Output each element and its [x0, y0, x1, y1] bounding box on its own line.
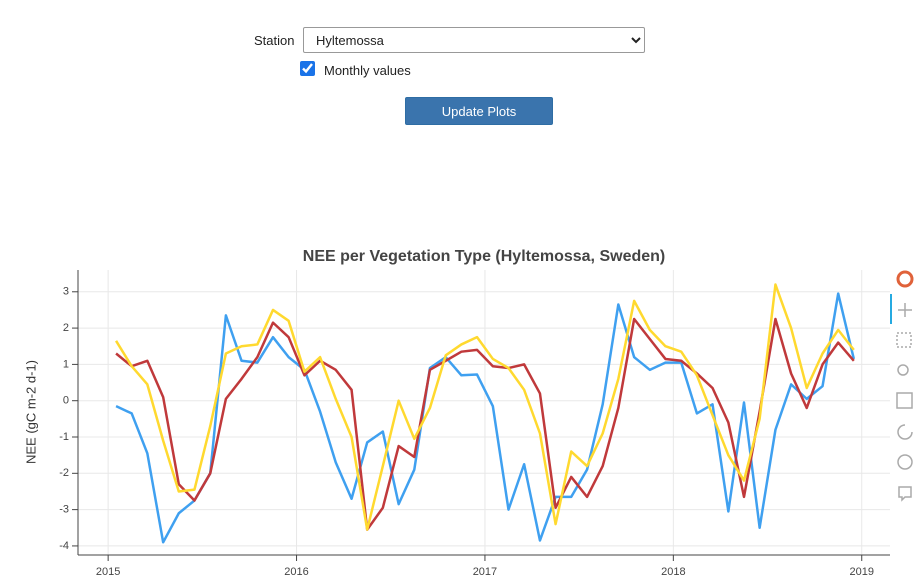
y-tick-label: 1 [63, 358, 69, 370]
station-select[interactable]: Hyltemossa [303, 27, 645, 53]
x-tick-label: 2018 [661, 566, 685, 578]
monthly-checkbox[interactable] [300, 61, 315, 76]
y-tick-label: -2 [59, 467, 69, 479]
save-tool[interactable] [896, 392, 913, 409]
station-label: Station [254, 33, 295, 48]
hover-tool[interactable] [898, 486, 912, 502]
help-tool[interactable] [897, 454, 913, 470]
x-tick-label: 2019 [849, 566, 873, 578]
pan-tool[interactable] [898, 303, 912, 317]
y-tick-label: -3 [59, 504, 69, 516]
toolbar [890, 270, 914, 502]
y-tick-label: -4 [59, 540, 69, 552]
x-tick-label: 2016 [284, 566, 308, 578]
box-zoom-tool[interactable] [896, 332, 912, 348]
y-tick-label: 0 [63, 395, 69, 407]
reset-tool[interactable] [897, 424, 913, 440]
chart-title: NEE per Vegetation Type (Hyltemossa, Swe… [303, 248, 665, 265]
y-tick-label: -1 [59, 431, 69, 443]
x-tick-label: 2015 [96, 566, 120, 578]
series-line [115, 292, 856, 544]
update-button[interactable]: Update Plots [405, 97, 553, 125]
wheel-zoom-tool[interactable] [897, 364, 909, 376]
y-tick-label: 2 [63, 322, 69, 334]
checkbox-label: Monthly values [324, 63, 411, 78]
series-line [114, 283, 855, 531]
y-axis-label: NEE (gC m-2 d-1) [23, 360, 38, 464]
bokeh-logo[interactable] [896, 270, 914, 288]
x-tick-label: 2017 [473, 566, 497, 578]
y-tick-label: 3 [63, 286, 69, 298]
series-line [115, 317, 855, 531]
